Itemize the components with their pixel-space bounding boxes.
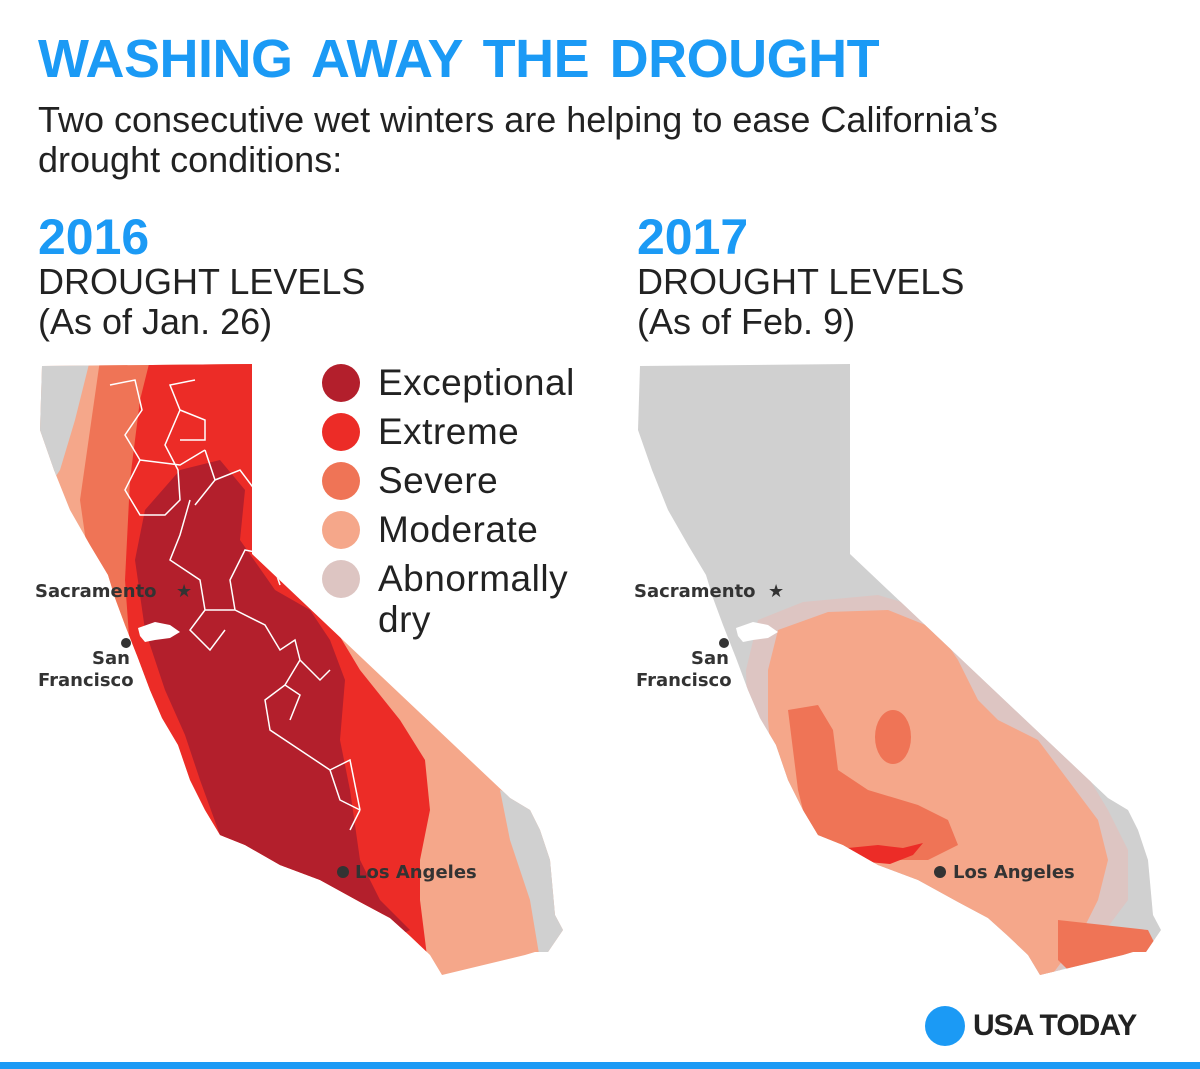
headline: WASHING AWAY THE DROUGHT bbox=[38, 29, 880, 89]
swatch-severe bbox=[322, 462, 360, 500]
label-san-francisco-line2-2017: Francisco bbox=[636, 670, 732, 691]
subheadline: Two consecutive wet winters are helping … bbox=[38, 99, 998, 180]
panel-2016-heading: DROUGHT LEVELS (As of Jan. 26) bbox=[38, 262, 365, 342]
bay-2017 bbox=[736, 622, 778, 642]
label-san-francisco-line1-2017: San bbox=[691, 648, 729, 669]
legend-label-abnormally-dry: Abnormally dry bbox=[378, 558, 569, 640]
label-los-angeles-2016: Los Angeles bbox=[355, 862, 477, 883]
legend: Exceptional Extreme Severe Moderate Abno… bbox=[322, 362, 608, 648]
map-2017: ★ Sacramento San Francisco Los Angeles bbox=[634, 364, 1161, 975]
los-angeles-marker-2017 bbox=[934, 866, 946, 878]
panel-2016-date: (As of Jan. 26) bbox=[38, 301, 273, 342]
swatch-exceptional bbox=[322, 364, 360, 402]
label-san-francisco-line1-2016: San bbox=[92, 648, 130, 669]
panel-2017-title: DROUGHT LEVELS bbox=[637, 261, 965, 302]
swatch-abnormally-dry bbox=[322, 560, 360, 598]
panel-2017-date: (As of Feb. 9) bbox=[637, 301, 856, 342]
legend-item-exceptional: Exceptional bbox=[322, 362, 608, 403]
legend-label-extreme: Extreme bbox=[378, 411, 520, 452]
swatch-moderate bbox=[322, 511, 360, 549]
panel-2016-title: DROUGHT LEVELS bbox=[38, 261, 366, 302]
severe-patch-2017 bbox=[875, 710, 911, 764]
legend-label-exceptional: Exceptional bbox=[378, 362, 575, 403]
legend-item-extreme: Extreme bbox=[322, 411, 608, 452]
legend-item-severe: Severe bbox=[322, 460, 608, 501]
bay-2016 bbox=[138, 622, 180, 642]
legend-item-moderate: Moderate bbox=[322, 509, 608, 550]
exceptional-zone-2016 bbox=[135, 460, 410, 940]
san-francisco-marker-2016 bbox=[121, 638, 131, 648]
usa-today-logo: USA TODAY bbox=[925, 1006, 1137, 1046]
swatch-extreme bbox=[322, 413, 360, 451]
label-sacramento-2017: Sacramento bbox=[634, 581, 756, 602]
legend-item-abnormally-dry: Abnormally dry bbox=[322, 558, 608, 640]
los-angeles-marker-2016 bbox=[337, 866, 349, 878]
sacramento-star-icon-2016: ★ bbox=[176, 581, 192, 602]
year-2016: 2016 bbox=[38, 209, 150, 265]
bottom-rule bbox=[0, 1062, 1200, 1069]
severe-zone-2017 bbox=[788, 705, 958, 870]
logo-text: USA TODAY bbox=[973, 1009, 1137, 1042]
label-sacramento-2016: Sacramento bbox=[35, 581, 157, 602]
map-2016: ★ Sacramento San Francisco Los Angeles bbox=[35, 364, 563, 975]
year-2017: 2017 bbox=[637, 209, 749, 265]
county-lines-2016 bbox=[109, 379, 361, 831]
logo-circle-icon bbox=[925, 1006, 965, 1046]
panel-2017-heading: DROUGHT LEVELS (As of Feb. 9) bbox=[637, 262, 964, 342]
label-los-angeles-2017: Los Angeles bbox=[953, 862, 1075, 883]
legend-label-severe: Severe bbox=[378, 460, 499, 501]
san-francisco-marker-2017 bbox=[719, 638, 729, 648]
label-san-francisco-line2-2016: Francisco bbox=[38, 670, 134, 691]
sacramento-star-icon-2017: ★ bbox=[768, 581, 784, 602]
legend-label-moderate: Moderate bbox=[378, 509, 539, 550]
